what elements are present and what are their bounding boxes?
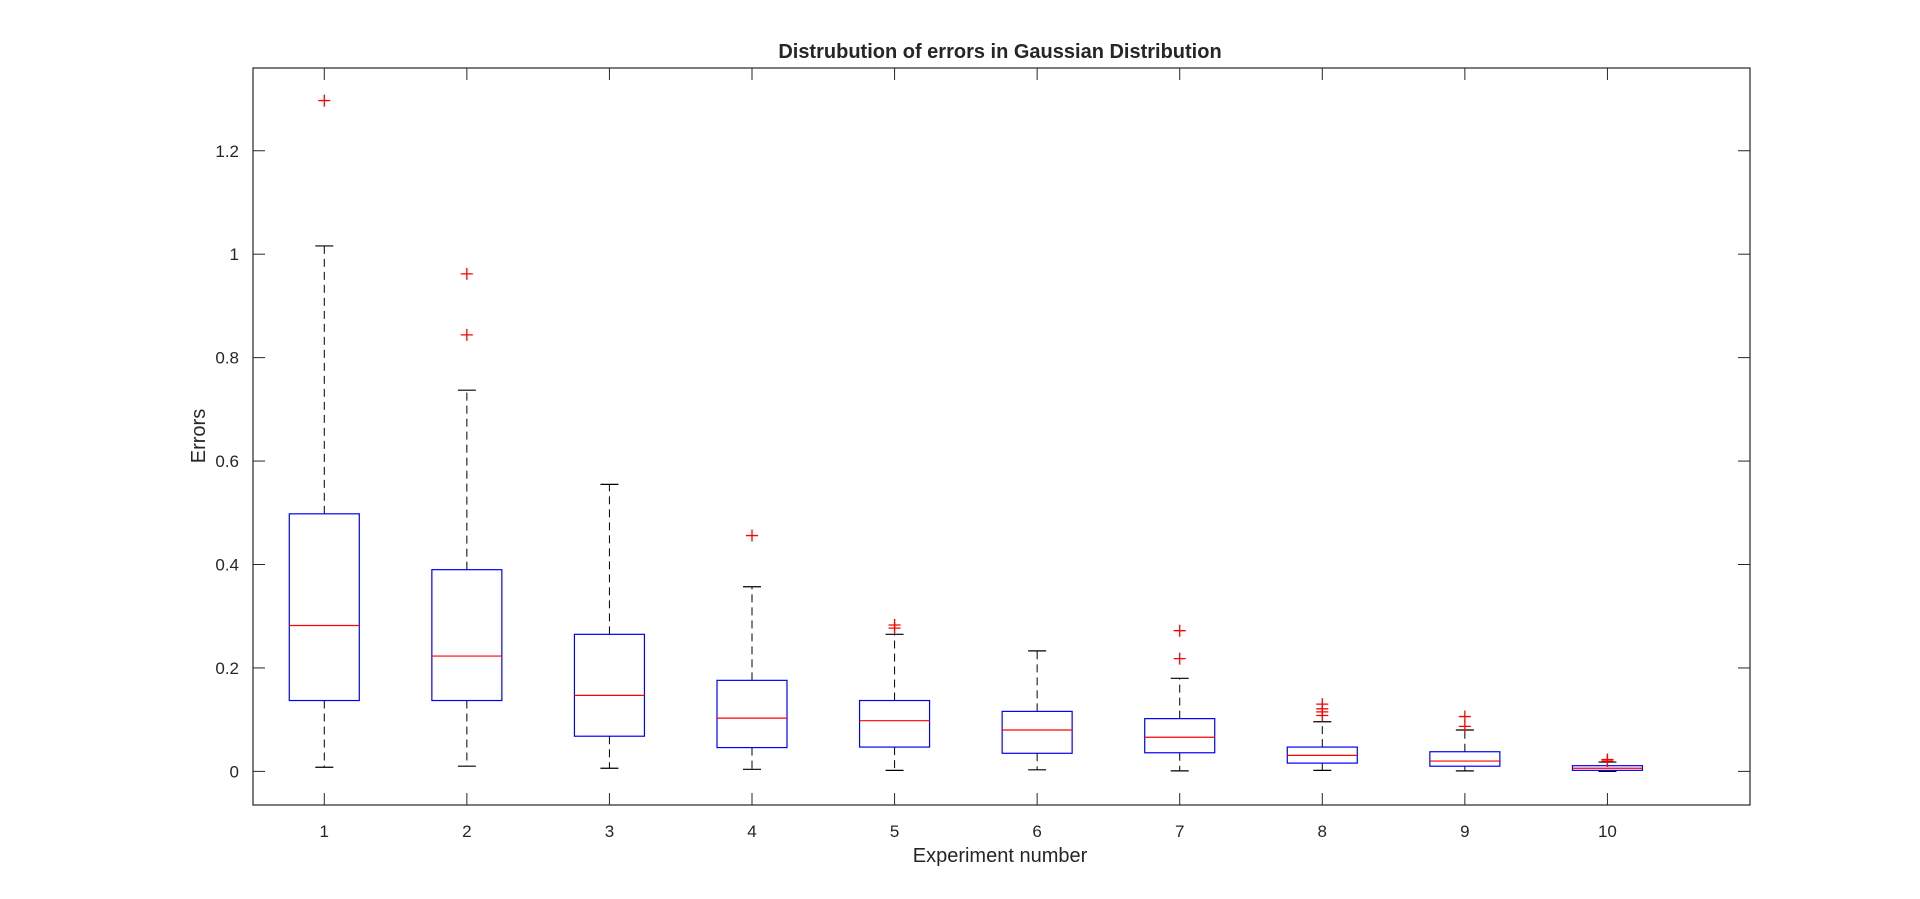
x-tick-label: 10	[1598, 822, 1617, 841]
y-tick-label: 1.2	[215, 142, 239, 161]
box-iqr	[1429, 751, 1501, 767]
box-iqr	[1001, 710, 1073, 754]
box-iqr	[288, 513, 360, 702]
x-tick-label: 4	[747, 822, 756, 841]
box-iqr	[573, 633, 646, 737]
x-axis-label: Experiment number	[913, 845, 1088, 867]
x-tick-label: 5	[890, 822, 899, 841]
y-tick-label: 0.2	[215, 659, 239, 678]
outlier-marker	[1173, 652, 1186, 665]
outlier-marker	[1601, 753, 1614, 766]
y-axis-label: Errors	[188, 409, 210, 463]
box-iqr	[1144, 718, 1216, 754]
outlier-marker	[1316, 698, 1329, 711]
x-tick-label: 3	[605, 822, 614, 841]
x-tick-label: 7	[1175, 822, 1184, 841]
outlier-marker	[460, 328, 473, 341]
chart-title: Distrubution of errors in Gaussian Distr…	[778, 41, 1221, 63]
box-iqr	[431, 569, 503, 702]
box-iqr	[716, 679, 788, 749]
x-tick-label: 8	[1318, 822, 1327, 841]
plot-area: 0 0.2 0.4 0.6 0.8 1 1.2 1 2 3 4 5 6 7 8 9 10	[215, 67, 1751, 841]
y-tick-label: 0	[230, 762, 239, 781]
x-tick-label: 2	[462, 822, 471, 841]
y-tick-label: 0.8	[215, 349, 239, 368]
x-tick-label: 9	[1460, 822, 1469, 841]
outlier-marker	[888, 619, 901, 632]
outlier-marker	[460, 267, 473, 280]
outlier-marker	[318, 94, 331, 107]
y-tick-label: 1	[230, 245, 239, 264]
outlier-marker	[746, 529, 758, 542]
y-tick-label: 0.4	[215, 556, 239, 575]
y-tick-label: 0.6	[215, 452, 239, 471]
outlier-marker	[1458, 710, 1471, 723]
axes-frame	[252, 67, 1751, 806]
x-tick-label: 6	[1032, 822, 1041, 841]
box-iqr	[858, 699, 931, 748]
outlier-marker	[1173, 624, 1186, 637]
x-tick-label: 1	[320, 822, 329, 841]
